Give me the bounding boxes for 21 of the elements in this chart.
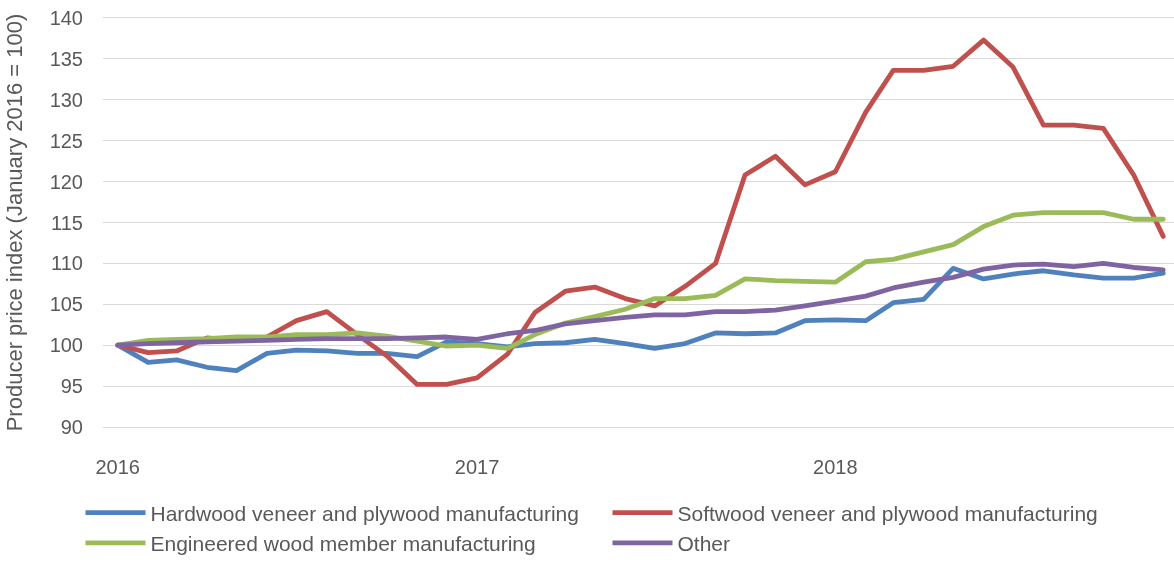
legend-label: Softwood veneer and plywood manufacturing <box>677 501 1098 525</box>
line-series <box>115 210 1166 351</box>
y-tick-label: 130 <box>49 88 83 111</box>
y-tick-label: 115 <box>51 211 83 234</box>
x-tick-label: 2016 <box>95 456 140 479</box>
y-tick-label: 105 <box>49 293 83 316</box>
y-axis-title: Producer price index (January 2016 = 100) <box>2 13 28 432</box>
y-tick-label: 135 <box>49 47 83 70</box>
y-tick-label: 95 <box>60 375 83 398</box>
y-tick-label: 120 <box>49 170 83 193</box>
y-tick-label: 125 <box>49 129 83 152</box>
y-tick-label: 90 <box>60 416 83 438</box>
y-tick-label: 100 <box>49 334 83 357</box>
y-tick-label: 110 <box>51 252 83 275</box>
x-tick-label: 2017 <box>454 456 500 479</box>
x-tick-label: 2018 <box>813 456 858 479</box>
legend-label: Other <box>677 532 731 556</box>
y-tick-label: 140 <box>49 7 83 29</box>
line-series <box>115 261 1166 348</box>
legend-label: Engineered wood member manufacturing <box>150 532 536 556</box>
legend-label: Hardwood veneer and plywood manufacturing <box>150 501 579 525</box>
